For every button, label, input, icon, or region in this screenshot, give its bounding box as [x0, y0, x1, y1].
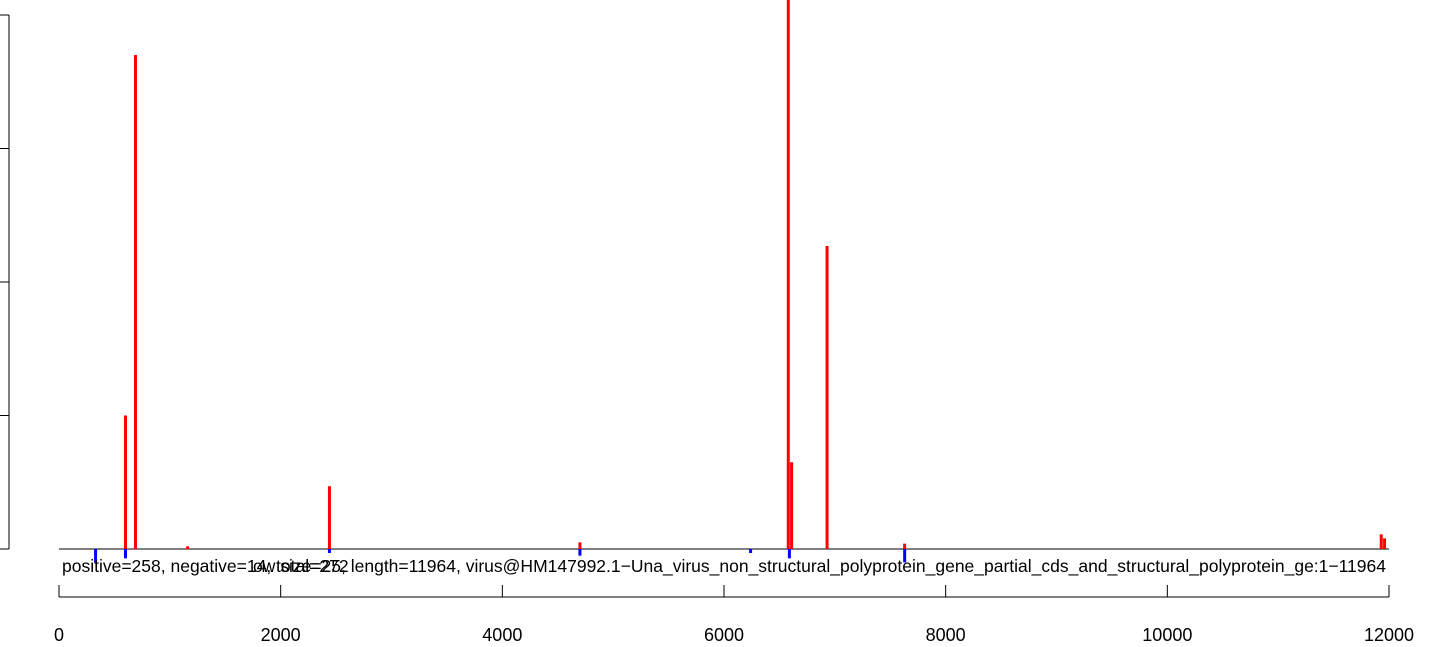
positive-bar: [1379, 534, 1383, 549]
x-tick-label: 6000: [704, 625, 744, 645]
negative-bar: [903, 549, 907, 563]
positive-bar: [786, 0, 790, 549]
negative-bar: [94, 549, 98, 563]
x-tick-label: 0: [54, 625, 64, 645]
x-tick-label: 8000: [926, 625, 966, 645]
plot-label-counts: positive=258, negative=14, total=272: [62, 556, 349, 576]
x-axis: 0 2000 4000 6000 8000 10000 12000: [54, 585, 1414, 645]
positive-bar: [1383, 538, 1387, 549]
positive-bar: [825, 245, 829, 549]
bars: [94, 0, 1387, 563]
positive-bar: [133, 55, 137, 550]
negative-bar: [124, 549, 127, 559]
positive-bar: [124, 415, 127, 549]
x-tick-label: 10000: [1142, 625, 1192, 645]
positive-bar: [327, 486, 331, 549]
positive-bar: [903, 543, 907, 549]
x-tick-label: 12000: [1364, 625, 1414, 645]
plot-label-name: ow size=25, length=11964, virus@HM147992…: [253, 556, 1386, 577]
positive-bar: [578, 542, 582, 549]
negative-bar: [787, 549, 791, 559]
x-tick-label: 2000: [261, 625, 301, 645]
positive-bar: [186, 546, 190, 549]
negative-bar: [578, 549, 582, 556]
x-tick-label: 4000: [482, 625, 522, 645]
negative-bar: [749, 549, 753, 554]
y-axis: [0, 14, 10, 550]
negative-bar: [327, 549, 331, 554]
positive-bar: [790, 462, 794, 549]
